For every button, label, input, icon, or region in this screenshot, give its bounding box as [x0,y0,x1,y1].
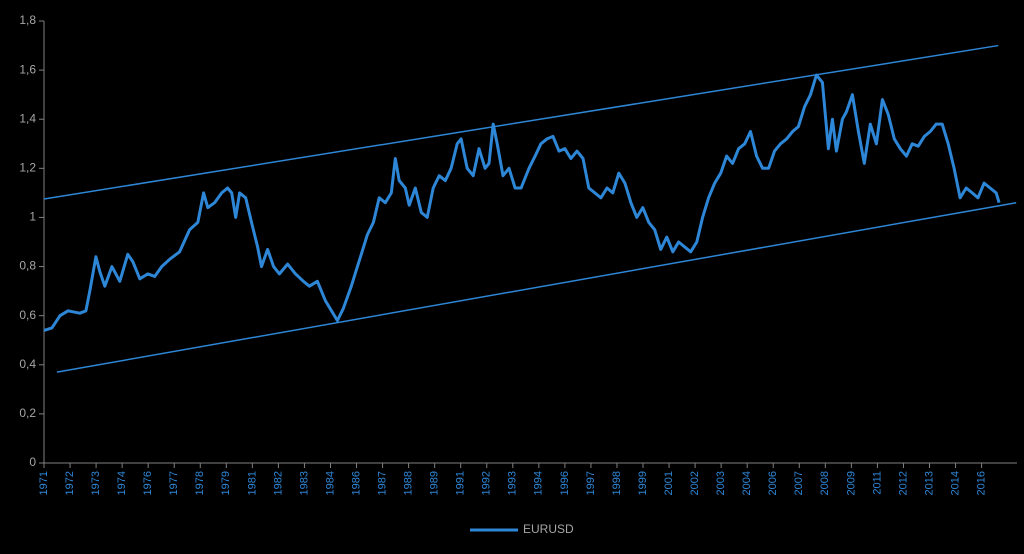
x-tick-label: 1997 [585,471,597,495]
x-tick-label: 1973 [90,471,102,495]
y-tick-label: 0,8 [19,259,36,273]
x-tick-label: 2012 [897,471,909,495]
x-tick-label: 1998 [611,471,623,495]
x-tick-label: 2007 [793,471,805,495]
x-tick-label: 1988 [403,471,415,495]
x-tick-label: 1976 [142,471,154,495]
y-tick-label: 1,8 [19,13,36,27]
x-tick-label: 1996 [559,471,571,495]
x-tick-label: 1971 [38,471,50,495]
x-tick-label: 1992 [481,471,493,495]
x-tick-label: 2002 [689,471,701,495]
x-tick-label: 2014 [949,471,961,495]
x-tick-label: 2009 [845,471,857,495]
x-tick-label: 1987 [376,471,388,495]
x-tick-label: 1978 [194,471,206,495]
x-tick-label: 2013 [923,471,935,495]
x-tick-label: 1981 [246,471,258,495]
x-tick-label: 1982 [272,471,284,495]
y-tick-label: 0,6 [19,308,36,322]
x-tick-label: 1977 [168,471,180,495]
y-tick-label: 0,2 [19,406,36,420]
y-tick-label: 0,4 [19,357,36,371]
x-tick-label: 2011 [871,471,883,495]
x-tick-label: 2016 [975,471,987,495]
x-tick-label: 1999 [637,471,649,495]
x-tick-label: 1984 [324,471,336,495]
x-tick-label: 2006 [767,471,779,495]
x-tick-label: 1972 [64,471,76,495]
x-tick-label: 1983 [298,471,310,495]
x-tick-label: 1994 [533,471,545,495]
x-tick-label: 1993 [507,471,519,495]
y-tick-label: 1,4 [19,111,36,125]
y-tick-label: 1 [29,210,36,224]
x-tick-label: 2008 [819,471,831,495]
y-tick-label: 0 [29,455,36,469]
x-tick-label: 1974 [116,471,128,495]
x-tick-label: 1986 [350,471,362,495]
trendline [43,44,999,200]
x-tick-label: 2004 [741,471,753,495]
x-tick-label: 1991 [455,471,467,495]
trendline [56,201,1017,373]
x-tick-label: 1989 [429,471,441,495]
line-series [43,73,1001,332]
x-tick-label: 1979 [220,471,232,495]
x-tick-label: 2003 [715,471,727,495]
y-tick-label: 1,6 [19,62,36,76]
y-tick-label: 1,2 [19,161,36,175]
x-tick-label: 2001 [663,471,675,495]
legend-label: EURUSD [523,522,574,536]
